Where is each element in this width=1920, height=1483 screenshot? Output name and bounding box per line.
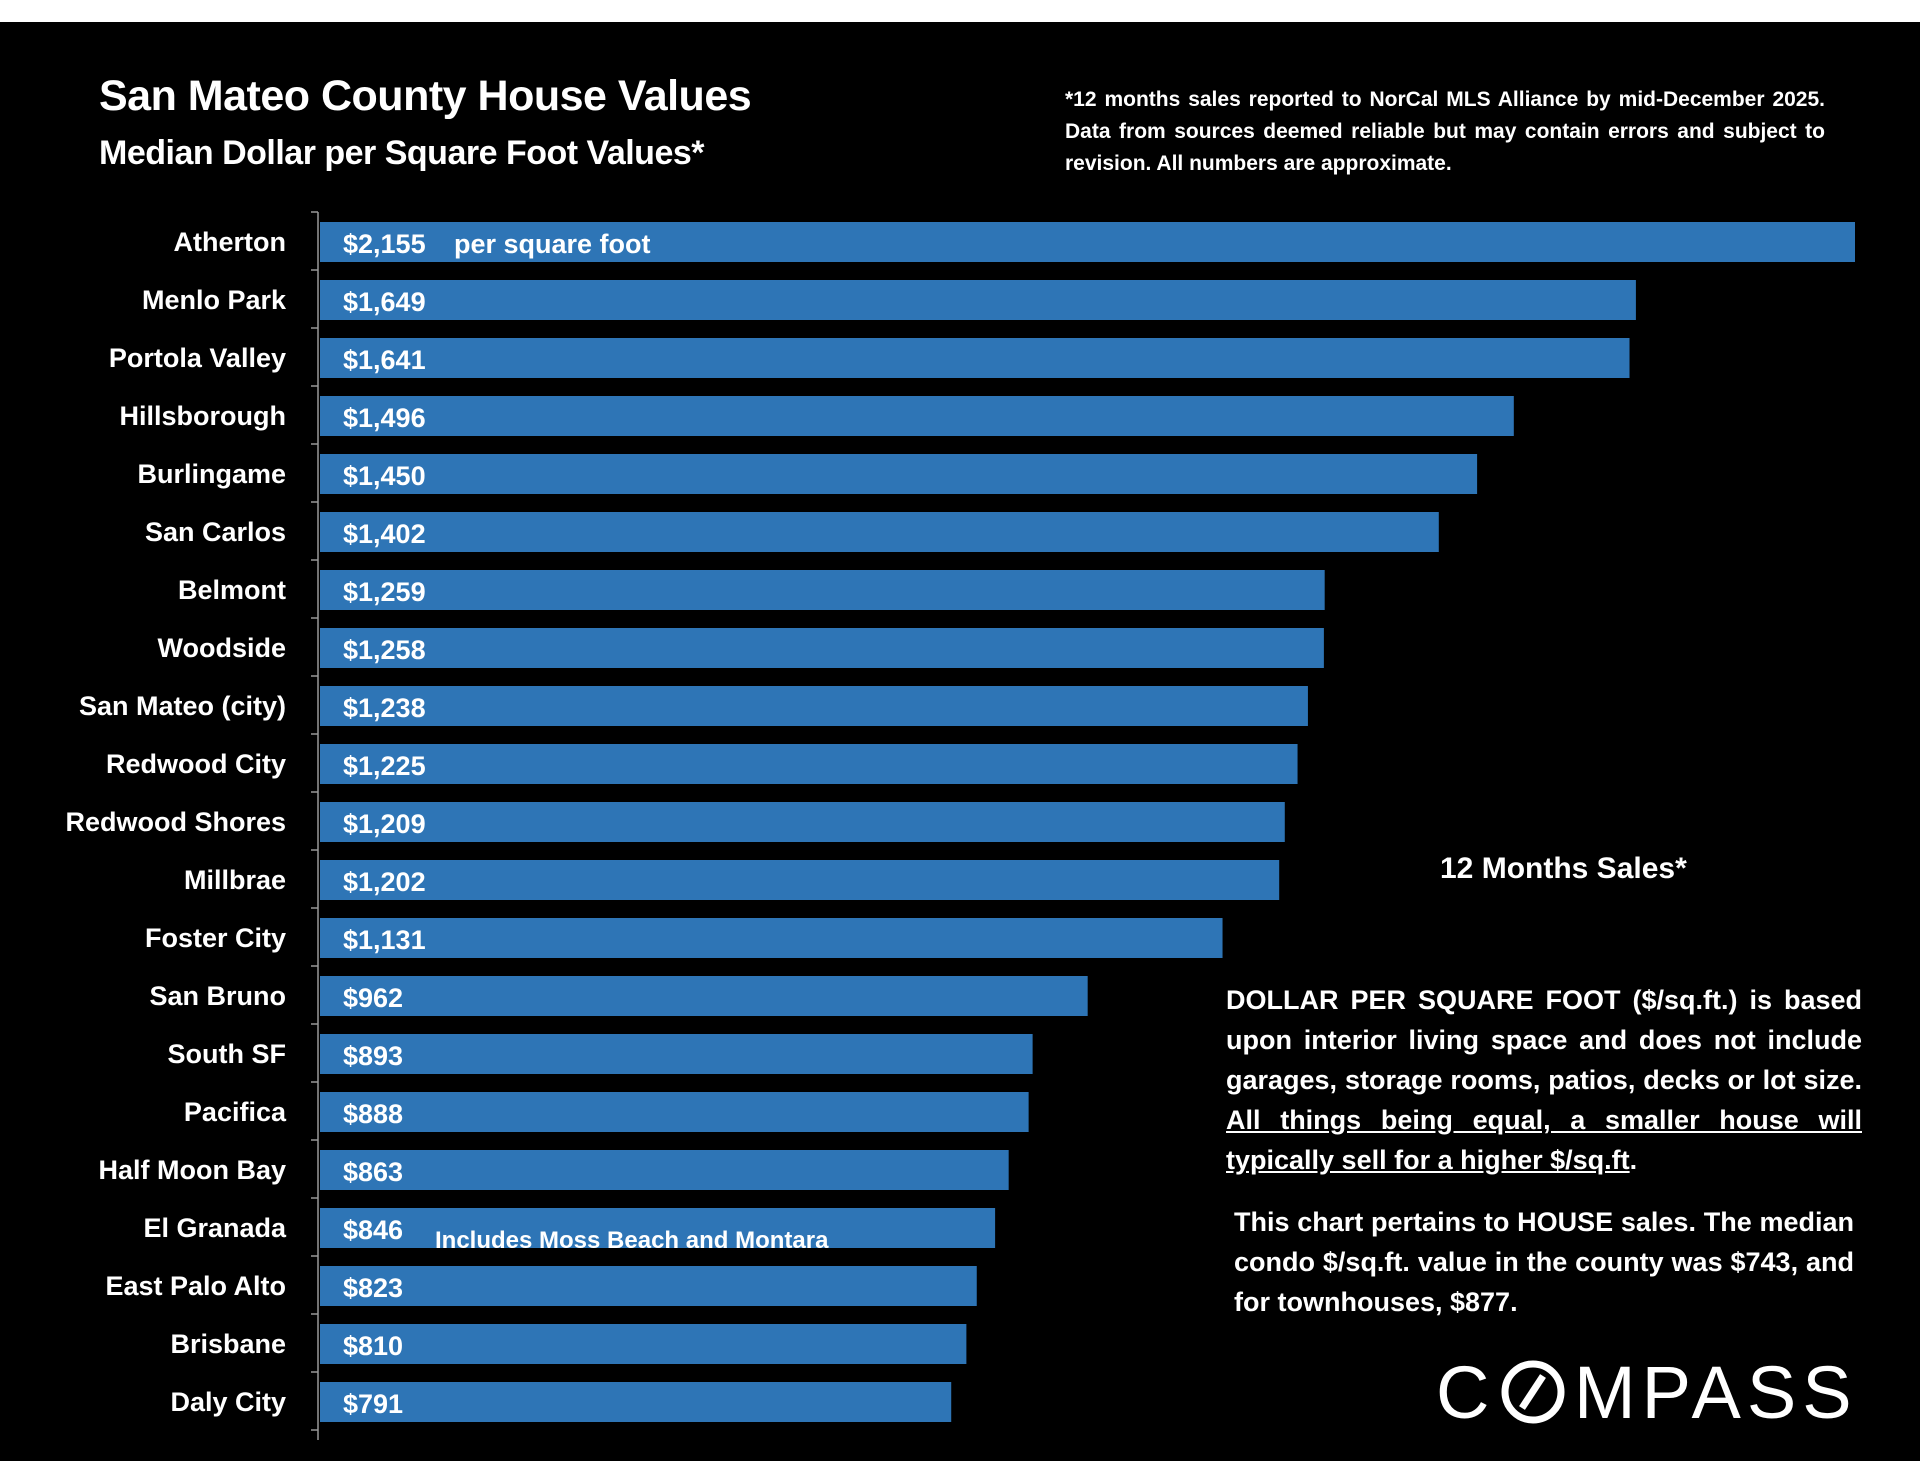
logo-o-icon xyxy=(1501,1360,1565,1424)
bar xyxy=(320,1324,967,1364)
value-label: $2,155 xyxy=(343,229,426,259)
value-label: $962 xyxy=(343,983,403,1013)
bar xyxy=(320,918,1223,958)
category-label: El Granada xyxy=(143,1213,287,1243)
logo-mpass: MPASS xyxy=(1574,1352,1856,1432)
value-label: $810 xyxy=(343,1331,403,1361)
chart-title: San Mateo County House Values xyxy=(99,72,752,120)
value-label: $888 xyxy=(343,1099,403,1129)
category-label: Pacifica xyxy=(184,1097,287,1127)
category-label: Belmont xyxy=(178,575,286,605)
bar xyxy=(320,744,1298,784)
bar xyxy=(320,1150,1009,1190)
bar xyxy=(320,802,1285,842)
category-label: Menlo Park xyxy=(142,285,287,315)
category-label: Half Moon Bay xyxy=(98,1155,286,1185)
value-label: $1,402 xyxy=(343,519,426,549)
bar xyxy=(320,338,1630,378)
bar xyxy=(320,1034,1033,1074)
dollar-per-sqft-explanation: DOLLAR PER SQUARE FOOT ($/sq.ft.) is bas… xyxy=(1226,980,1862,1180)
bar xyxy=(320,396,1514,436)
value-label: $791 xyxy=(343,1389,403,1419)
explanation-underlined: All things being equal, a smaller house … xyxy=(1226,1105,1862,1175)
category-label: San Carlos xyxy=(145,517,286,547)
value-label: $893 xyxy=(343,1041,403,1071)
value-label: $1,225 xyxy=(343,751,426,781)
category-label: Foster City xyxy=(145,923,286,953)
bar xyxy=(320,280,1636,320)
category-label: Portola Valley xyxy=(109,343,286,373)
bar-annotation: per square foot xyxy=(454,229,651,259)
value-label: $1,258 xyxy=(343,635,426,665)
value-label: $846 xyxy=(343,1215,403,1245)
category-label: Millbrae xyxy=(184,865,286,895)
logo-slash xyxy=(1519,1374,1546,1410)
category-label: San Mateo (city) xyxy=(79,691,286,721)
value-label: $863 xyxy=(343,1157,403,1187)
category-label: Daly City xyxy=(170,1387,286,1417)
footnote: *12 months sales reported to NorCal MLS … xyxy=(1065,88,1825,175)
bar xyxy=(320,222,1855,262)
value-label: $1,238 xyxy=(343,693,426,723)
bar-annotation: Includes Moss Beach and Montara xyxy=(435,1227,829,1254)
category-label: San Bruno xyxy=(149,981,286,1011)
bar xyxy=(320,628,1324,668)
value-label: $1,641 xyxy=(343,345,426,375)
bar xyxy=(320,1382,952,1422)
bar xyxy=(320,860,1280,900)
bar xyxy=(320,512,1439,552)
bar xyxy=(320,686,1308,726)
bar xyxy=(320,570,1325,610)
value-label: $1,496 xyxy=(343,403,426,433)
category-label: East Palo Alto xyxy=(105,1271,286,1301)
value-label: $823 xyxy=(343,1273,403,1303)
category-label: Hillsborough xyxy=(120,401,286,431)
explanation-end: . xyxy=(1629,1145,1638,1175)
slide: San Mateo County House Values Median Dol… xyxy=(0,22,1920,1461)
explanation-text: DOLLAR PER SQUARE FOOT ($/sq.ft.) is bas… xyxy=(1226,985,1862,1095)
category-label: Atherton xyxy=(174,227,286,257)
category-label: South SF xyxy=(168,1039,286,1069)
bar xyxy=(320,1092,1029,1132)
compass-logo: C MPASS xyxy=(1436,1352,1856,1432)
category-label: Brisbane xyxy=(170,1329,286,1359)
category-label: Redwood Shores xyxy=(65,807,286,837)
logo-c: C xyxy=(1436,1352,1489,1432)
house-sales-note: This chart pertains to HOUSE sales. The … xyxy=(1234,1207,1854,1317)
value-label: $1,259 xyxy=(343,577,426,607)
category-label: Burlingame xyxy=(137,459,286,489)
category-label: Redwood City xyxy=(106,749,286,779)
sales-period-label: 12 Months Sales* xyxy=(1440,852,1687,885)
value-label: $1,649 xyxy=(343,287,426,317)
category-label: Woodside xyxy=(157,633,286,663)
value-label: $1,131 xyxy=(343,925,426,955)
bar xyxy=(320,1208,996,1248)
value-label: $1,209 xyxy=(343,809,426,839)
value-label: $1,202 xyxy=(343,867,426,897)
chart-subtitle: Median Dollar per Square Foot Values* xyxy=(99,134,705,172)
bar xyxy=(320,976,1088,1016)
bar-chart: Atherton $2,155 Menlo Park $1,649 Portola Va… xyxy=(65,211,1855,1440)
value-label: $1,450 xyxy=(343,461,426,491)
bar xyxy=(320,454,1478,494)
bar xyxy=(320,1266,977,1306)
